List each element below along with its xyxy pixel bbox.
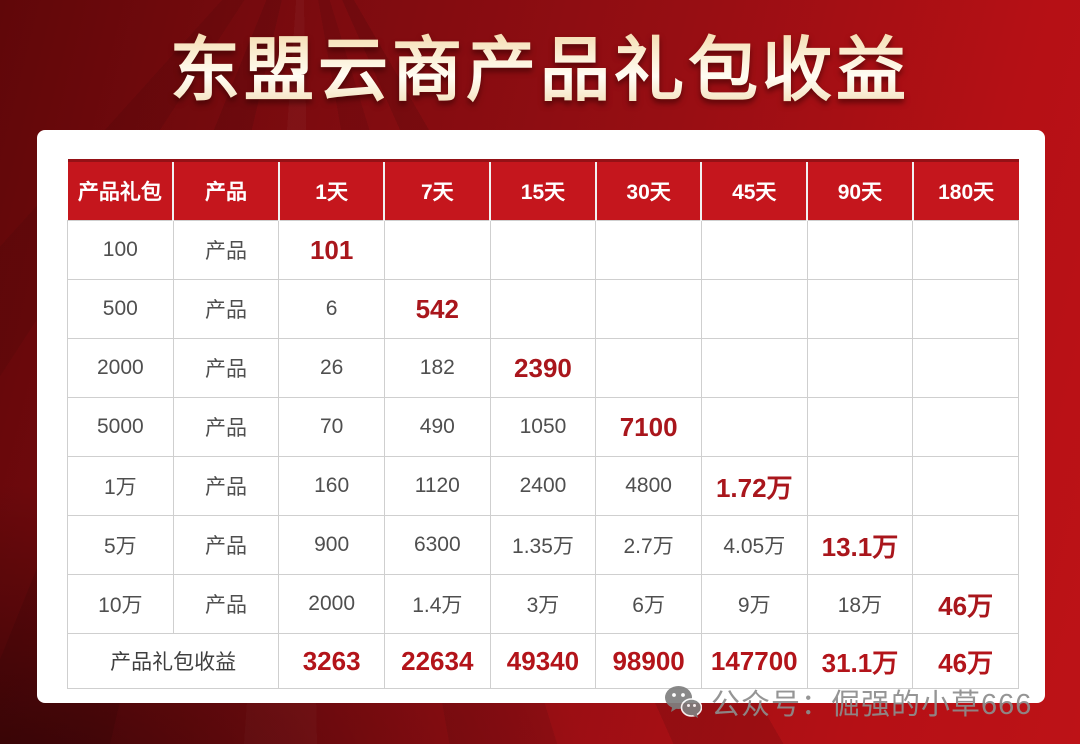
watermark: 公众号：倔强的小草666 [664, 681, 1032, 723]
value-cell [912, 397, 1019, 457]
highlight-value-cell: 7100 [595, 397, 702, 457]
value-cell: 2400 [489, 456, 597, 516]
value-cell [806, 338, 914, 398]
value-cell: 18万 [806, 574, 914, 634]
value-cell [489, 220, 597, 280]
value-cell [489, 279, 597, 339]
package-cell: 5万 [67, 515, 174, 575]
value-cell [383, 220, 491, 280]
value-cell [912, 338, 1019, 398]
value-cell [595, 279, 702, 339]
value-cell: 4.05万 [700, 515, 808, 575]
product-cell: 产品 [172, 279, 280, 339]
revenue-table: 产品礼包 产品 1天 7天 15天 30天 45天 90天 180天 100 产品 101 500 产品… [66, 159, 1019, 689]
product-cell: 产品 [172, 456, 280, 516]
table-row: 100 产品 101 [67, 220, 1019, 280]
column-header: 7天 [383, 159, 492, 221]
value-cell: 70 [278, 397, 385, 457]
column-header: 产品 [172, 159, 280, 221]
value-cell [912, 456, 1019, 516]
column-header: 30天 [594, 159, 703, 221]
value-cell: 4800 [595, 456, 702, 516]
table-row: 10万 产品 2000 1.4万 3万 6万 9万 18万 46万 [67, 574, 1019, 634]
value-cell: 160 [278, 456, 385, 516]
value-cell [700, 279, 808, 339]
package-cell: 5000 [67, 397, 174, 457]
product-cell: 产品 [172, 515, 280, 575]
wechat-icon [665, 686, 702, 718]
value-cell: 3万 [489, 574, 597, 634]
footer-value-cell: 98900 [595, 633, 702, 689]
column-header: 产品礼包 [67, 159, 175, 221]
column-header: 1天 [277, 159, 386, 221]
value-cell: 9万 [700, 574, 808, 634]
footer-value-cell: 3263 [278, 633, 385, 689]
package-cell: 10万 [67, 574, 174, 634]
value-cell [912, 279, 1019, 339]
value-cell: 490 [383, 397, 491, 457]
highlight-value-cell: 1.72万 [700, 456, 808, 516]
value-cell: 2000 [278, 574, 385, 634]
package-cell: 500 [67, 279, 174, 339]
footer-value-cell: 31.1万 [806, 633, 914, 689]
value-cell: 900 [278, 515, 385, 575]
watermark-text: 公众号：倔强的小草666 [711, 689, 1033, 721]
footer-value-cell: 49340 [489, 633, 597, 689]
table-row: 500 产品 6 542 [67, 279, 1019, 339]
value-cell [806, 456, 914, 516]
footer-value-cell: 22634 [383, 633, 491, 689]
product-cell: 产品 [172, 220, 280, 280]
product-cell: 产品 [172, 397, 280, 457]
value-cell [700, 220, 808, 280]
highlight-value-cell: 542 [383, 279, 491, 339]
table-card: 产品礼包 产品 1天 7天 15天 30天 45天 90天 180天 100 产品 101 500 产品… [37, 130, 1045, 703]
value-cell [806, 397, 914, 457]
value-cell [806, 220, 914, 280]
value-cell: 6300 [383, 515, 491, 575]
table-body: 100 产品 101 500 产品 6 542 2000 产品 26 182 2390 5000 产品 70… [66, 220, 1019, 689]
value-cell [806, 279, 914, 339]
product-cell: 产品 [172, 338, 280, 398]
value-cell: 6万 [595, 574, 702, 634]
package-cell: 1万 [67, 456, 174, 516]
value-cell: 2.7万 [595, 515, 702, 575]
column-header: 45天 [700, 159, 809, 221]
value-cell: 1.35万 [489, 515, 597, 575]
header-row: 产品礼包 产品 1天 7天 15天 30天 45天 90天 180天 [67, 159, 1019, 221]
package-cell: 2000 [67, 338, 174, 398]
value-cell [595, 338, 702, 398]
footer-value-cell: 46万 [912, 633, 1019, 689]
table-row: 1万 产品 160 1120 2400 4800 1.72万 [67, 456, 1019, 516]
table-row: 2000 产品 26 182 2390 [67, 338, 1019, 398]
highlight-value-cell: 13.1万 [806, 515, 914, 575]
value-cell [700, 338, 808, 398]
table-footer-row: 产品礼包收益 3263 22634 49340 98900 147700 31.1万 46万 [66, 633, 1019, 689]
value-cell: 182 [383, 338, 491, 398]
product-cell: 产品 [172, 574, 280, 634]
highlight-value-cell: 101 [278, 220, 385, 280]
highlight-value-cell: 46万 [912, 574, 1019, 634]
value-cell: 6 [278, 279, 385, 339]
value-cell [595, 220, 702, 280]
column-header: 180天 [911, 159, 1019, 221]
column-header: 90天 [806, 159, 914, 221]
table-row: 5万 产品 900 6300 1.35万 2.7万 4.05万 13.1万 [67, 515, 1019, 575]
package-cell: 100 [67, 220, 174, 280]
page-title: 东盟云商产品礼包收益 [0, 14, 1080, 115]
value-cell: 1050 [489, 397, 597, 457]
footer-label-cell: 产品礼包收益 [66, 633, 280, 689]
table-row: 5000 产品 70 490 1050 7100 [67, 397, 1019, 457]
value-cell [912, 515, 1019, 575]
value-cell: 1.4万 [383, 574, 491, 634]
value-cell: 1120 [383, 456, 491, 516]
value-cell [700, 397, 808, 457]
value-cell [912, 220, 1019, 280]
column-header: 15天 [489, 159, 597, 221]
value-cell: 26 [278, 338, 385, 398]
highlight-value-cell: 2390 [489, 338, 597, 398]
